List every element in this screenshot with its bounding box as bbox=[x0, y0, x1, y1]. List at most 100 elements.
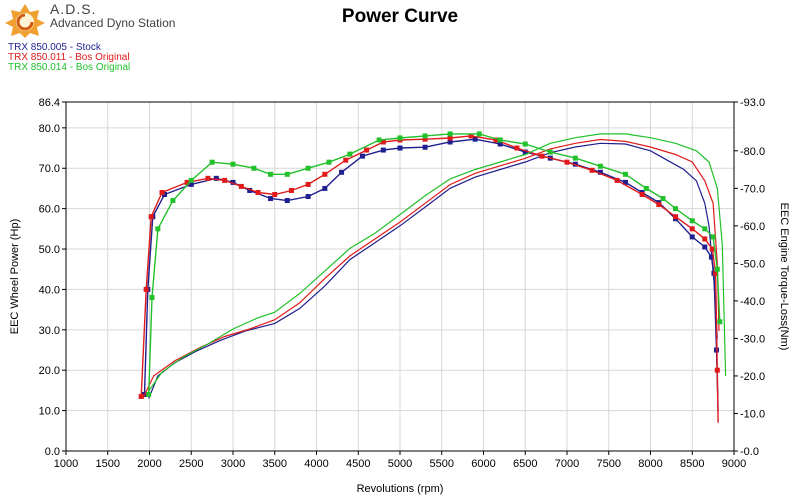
power-marker-stock bbox=[702, 244, 708, 250]
power-marker-bos014 bbox=[326, 159, 332, 165]
power-marker-bos011 bbox=[322, 171, 328, 177]
y-left-tick-label: 50.0 bbox=[39, 244, 60, 256]
x-tick-label: 7000 bbox=[555, 458, 579, 470]
plot-frame bbox=[65, 101, 735, 452]
power-marker-stock bbox=[472, 136, 478, 142]
y-right-tick-label: -60.0 bbox=[740, 221, 765, 233]
x-tick-label: 8500 bbox=[680, 458, 704, 470]
x-tick-label: 1500 bbox=[96, 458, 120, 470]
power-marker-stock bbox=[268, 196, 274, 202]
power-marker-stock bbox=[305, 194, 311, 200]
power-marker-bos011 bbox=[288, 187, 294, 193]
x-tick-label: 4500 bbox=[346, 458, 370, 470]
power-marker-bos011 bbox=[447, 135, 453, 141]
power-marker-bos011 bbox=[238, 183, 244, 189]
power-marker-stock bbox=[522, 149, 528, 155]
power-marker-stock bbox=[447, 139, 453, 145]
y-left-tick-label: 80.0 bbox=[39, 123, 60, 135]
power-marker-stock bbox=[497, 141, 503, 147]
power-marker-bos011 bbox=[343, 157, 349, 163]
power-marker-bos011 bbox=[380, 139, 386, 145]
power-marker-stock bbox=[188, 181, 194, 187]
x-axis-label: Revolutions (rpm) bbox=[357, 483, 444, 495]
y-left-tick-label: 70.0 bbox=[39, 163, 60, 175]
ads-logo-icon bbox=[5, 4, 45, 38]
power-marker-bos014 bbox=[251, 165, 257, 171]
power-marker-bos011 bbox=[148, 214, 154, 220]
y-left-tick-label: 0.0 bbox=[45, 446, 60, 458]
power-marker-bos014 bbox=[702, 226, 708, 232]
power-marker-bos011 bbox=[614, 177, 620, 183]
logo-tagline: Advanced Dyno Station bbox=[50, 15, 176, 30]
y-right-tick-label: -50.0 bbox=[740, 258, 765, 270]
power-marker-stock bbox=[284, 198, 290, 204]
x-tick-label: 2500 bbox=[179, 458, 203, 470]
y-right-tick-label: -0.0 bbox=[740, 446, 759, 458]
power-marker-stock bbox=[322, 185, 328, 191]
x-tick-label: 5500 bbox=[430, 458, 454, 470]
torque-line-bos014 bbox=[148, 133, 727, 392]
power-marker-bos014 bbox=[188, 177, 194, 183]
power-marker-bos014 bbox=[476, 131, 482, 137]
power-marker-stock bbox=[422, 144, 428, 150]
power-marker-bos014 bbox=[497, 137, 503, 143]
power-marker-bos011 bbox=[713, 270, 719, 276]
power-marker-stock bbox=[339, 169, 345, 175]
power-marker-bos014 bbox=[547, 149, 553, 155]
power-marker-bos011 bbox=[138, 393, 144, 399]
power-marker-bos011 bbox=[272, 192, 278, 198]
power-marker-bos011 bbox=[656, 202, 662, 208]
legend-entry-stock: TRX 850.005 - Stock bbox=[8, 42, 101, 53]
power-marker-bos011 bbox=[702, 236, 708, 242]
x-tick-label: 9000 bbox=[722, 458, 746, 470]
power-marker-stock bbox=[162, 192, 168, 198]
power-marker-bos014 bbox=[268, 171, 274, 177]
power-marker-bos014 bbox=[689, 218, 695, 224]
power-marker-bos014 bbox=[305, 165, 311, 171]
power-marker-bos011 bbox=[143, 286, 149, 292]
power-marker-bos011 bbox=[364, 147, 370, 153]
power-marker-bos014 bbox=[422, 133, 428, 139]
x-tick-label: 6000 bbox=[471, 458, 495, 470]
power-marker-bos014 bbox=[673, 206, 679, 212]
power-marker-bos014 bbox=[572, 155, 578, 161]
power-marker-bos014 bbox=[717, 319, 723, 325]
power-marker-bos014 bbox=[447, 131, 453, 137]
power-marker-stock bbox=[689, 234, 695, 240]
power-marker-bos014 bbox=[149, 295, 155, 301]
power-marker-bos014 bbox=[522, 141, 528, 147]
power-marker-bos014 bbox=[230, 161, 236, 167]
power-marker-bos011 bbox=[493, 137, 499, 143]
power-marker-bos011 bbox=[159, 189, 165, 195]
power-marker-bos014 bbox=[710, 234, 716, 240]
power-marker-bos011 bbox=[305, 181, 311, 187]
power-marker-stock bbox=[230, 179, 236, 185]
power-line-bos014 bbox=[148, 133, 721, 395]
power-marker-bos011 bbox=[205, 175, 211, 181]
power-marker-bos011 bbox=[564, 159, 570, 165]
y-right-tick-label: -10.0 bbox=[740, 408, 765, 420]
power-marker-bos014 bbox=[284, 171, 290, 177]
y-right-tick-label: -80.0 bbox=[740, 146, 765, 158]
power-marker-stock bbox=[380, 147, 386, 153]
power-marker-bos014 bbox=[376, 137, 382, 143]
power-marker-bos014 bbox=[155, 226, 161, 232]
ads-logo: A.D.S. Advanced Dyno Station bbox=[4, 2, 175, 38]
power-marker-bos011 bbox=[673, 214, 679, 220]
power-marker-bos011 bbox=[255, 189, 261, 195]
y-right-tick-label: -70.0 bbox=[740, 183, 765, 195]
power-marker-bos011 bbox=[714, 367, 720, 373]
torque-line-stock bbox=[148, 142, 718, 399]
x-tick-label: 8000 bbox=[638, 458, 662, 470]
x-tick-label: 6500 bbox=[513, 458, 537, 470]
power-marker-bos011 bbox=[468, 133, 474, 139]
y-left-tick-label: 20.0 bbox=[39, 365, 60, 377]
power-marker-stock bbox=[247, 187, 253, 193]
y-left-tick-label: 40.0 bbox=[39, 284, 60, 296]
power-marker-stock bbox=[397, 145, 403, 151]
power-marker-bos014 bbox=[660, 196, 666, 202]
power-marker-bos011 bbox=[422, 136, 428, 142]
y-right-axis-label: EEC Engine Torque-Loss(Nm) bbox=[778, 203, 790, 351]
power-marker-bos014 bbox=[347, 151, 353, 157]
x-tick-label: 3500 bbox=[263, 458, 287, 470]
